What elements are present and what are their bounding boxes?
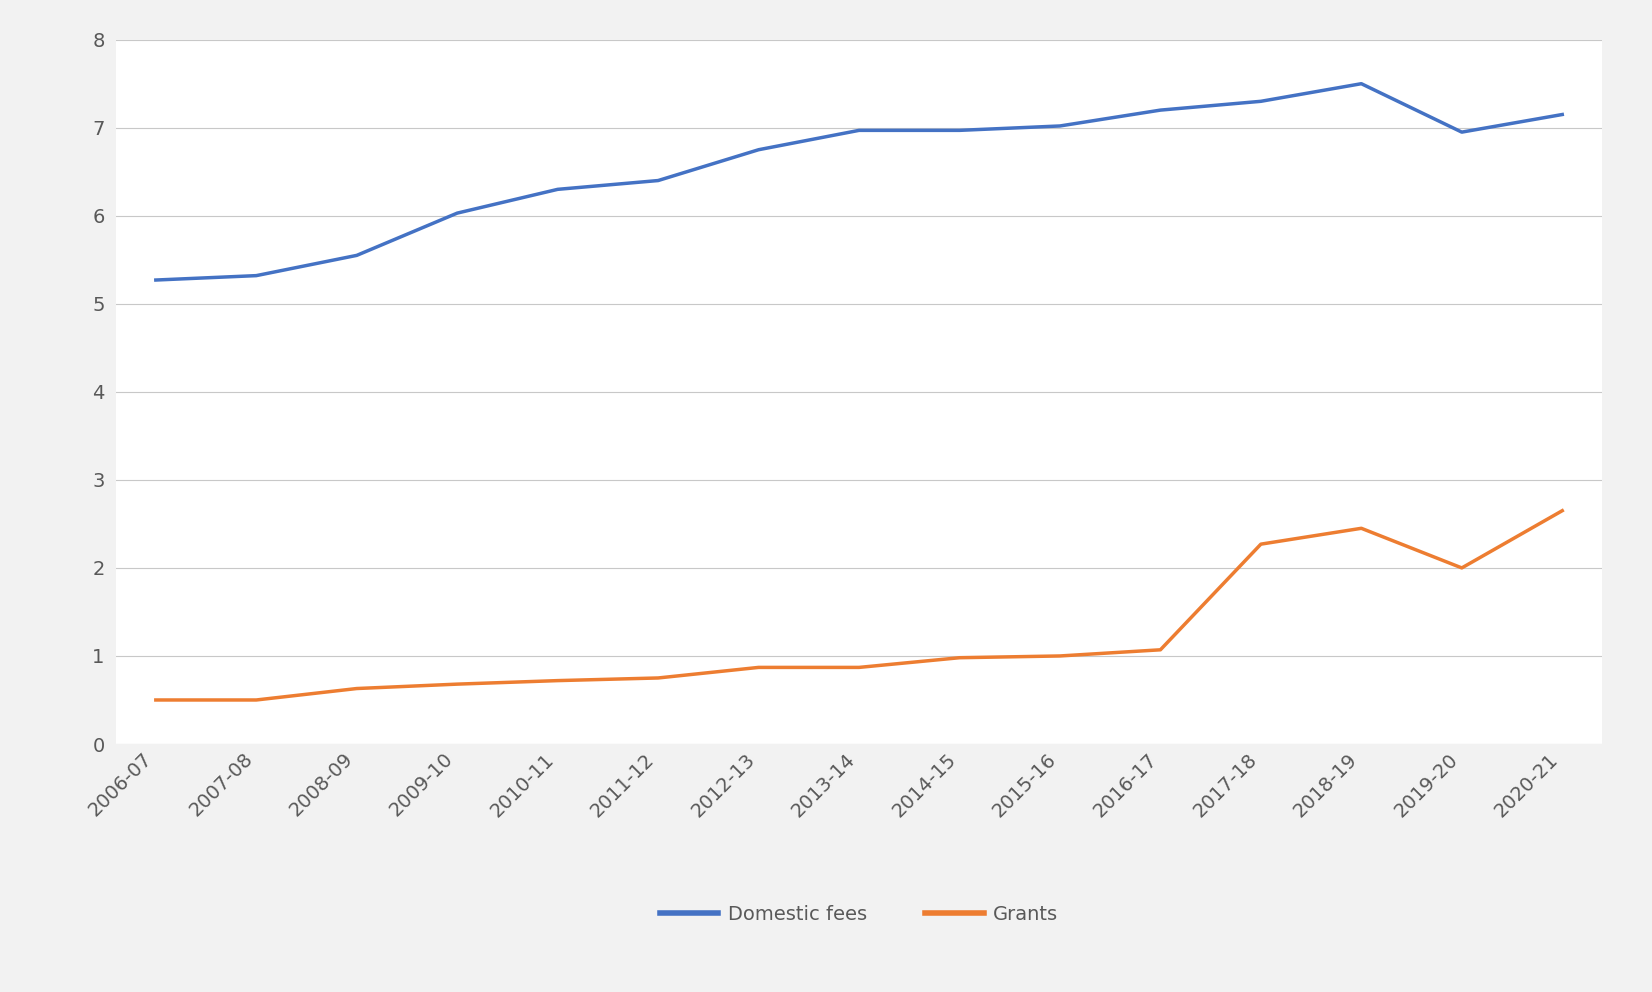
Domestic fees [1452, 126, 1472, 138]
Grants [448, 679, 468, 690]
Domestic fees [748, 144, 768, 156]
Domestic fees [1351, 77, 1371, 89]
Grants [748, 662, 768, 674]
Grants [1251, 539, 1270, 551]
Domestic fees [950, 124, 970, 136]
Domestic fees [145, 274, 165, 286]
Grants [648, 672, 667, 683]
Grants [145, 694, 165, 706]
Domestic fees [1150, 104, 1170, 116]
Domestic fees [548, 184, 568, 195]
Grants [347, 682, 367, 694]
Domestic fees [648, 175, 667, 186]
Grants [548, 675, 568, 686]
Domestic fees [246, 270, 266, 282]
Grants [246, 694, 266, 706]
Legend: Domestic fees, Grants: Domestic fees, Grants [653, 897, 1066, 931]
Domestic fees [448, 207, 468, 219]
Grants [849, 662, 869, 674]
Domestic fees [849, 124, 869, 136]
Grants [950, 652, 970, 664]
Domestic fees [347, 249, 367, 261]
Domestic fees [1553, 108, 1573, 120]
Line: Grants: Grants [155, 511, 1563, 700]
Grants [1452, 561, 1472, 573]
Grants [1351, 523, 1371, 535]
Line: Domestic fees: Domestic fees [155, 83, 1563, 280]
Grants [1150, 644, 1170, 656]
Domestic fees [1251, 95, 1270, 107]
Domestic fees [1051, 120, 1070, 132]
Grants [1553, 505, 1573, 517]
Grants [1051, 650, 1070, 662]
